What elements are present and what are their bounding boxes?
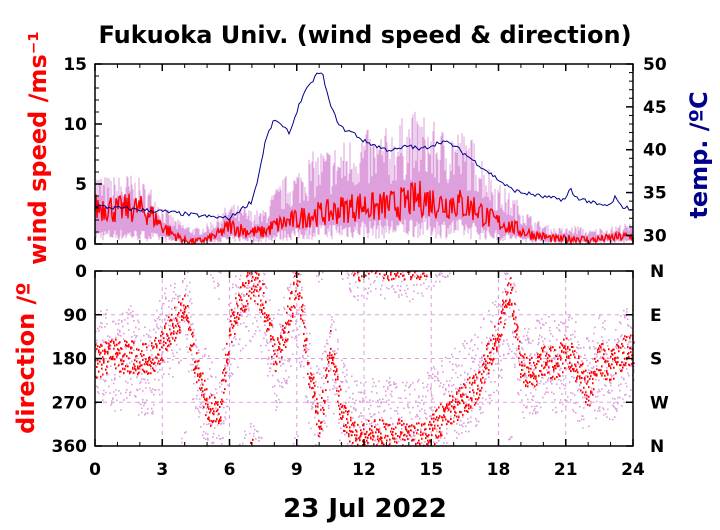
direction-mean-series — [95, 270, 635, 447]
chart-title: Fukuoka Univ. (wind speed & direction) — [98, 21, 631, 49]
compass-tick-label: E — [650, 306, 662, 326]
wind-speed-mean-series — [94, 180, 634, 246]
x-tick-label: 12 — [352, 460, 376, 480]
x-tick-label: 18 — [487, 460, 511, 480]
temp-tick-label: 35 — [643, 184, 667, 204]
direction-tick-label: 270 — [52, 393, 88, 413]
wind-speed-plot: 0 5 10 15 30 35 40 45 50 — [63, 55, 667, 255]
direction-tick-label: 90 — [63, 306, 87, 326]
direction-instant-series — [95, 270, 635, 447]
speed-tick-label: 15 — [63, 55, 87, 75]
temperature-series — [94, 72, 634, 221]
temp-tick-label: 45 — [643, 98, 667, 118]
wind-direction-plot: 0 90 180 270 360 N E S W N 0 3 6 9 12 15 18 21 24 — [52, 262, 670, 480]
temp-tick-label: 40 — [643, 141, 667, 161]
compass-tick-label: N — [650, 437, 664, 457]
x-tick-label: 24 — [621, 460, 645, 480]
temp-tick-label: 30 — [643, 226, 667, 246]
temperature-axis-label: temp. /ºC — [685, 91, 713, 218]
compass-tick-label: W — [650, 393, 669, 413]
speed-tick-label: 0 — [75, 235, 87, 255]
speed-tick-label: 5 — [75, 175, 87, 195]
direction-tick-label: 0 — [75, 262, 87, 282]
temp-tick-label: 50 — [643, 55, 667, 75]
x-tick-label: 6 — [224, 460, 236, 480]
speed-tick-label: 10 — [63, 115, 87, 135]
compass-tick-label: S — [650, 350, 662, 370]
x-axis-label: 23 Jul 2022 — [283, 494, 447, 524]
compass-tick-label: N — [650, 262, 664, 282]
x-tick-label: 0 — [89, 460, 101, 480]
x-tick-label: 3 — [156, 460, 168, 480]
x-tick-label: 15 — [419, 460, 443, 480]
x-tick-label: 21 — [554, 460, 578, 480]
direction-tick-label: 360 — [52, 437, 88, 457]
direction-axis-label: direction /º — [12, 282, 40, 434]
wind-speed-axis-label: wind speed /ms⁻¹ — [24, 31, 52, 265]
x-tick-label: 9 — [291, 460, 303, 480]
direction-tick-label: 180 — [52, 350, 88, 370]
wind-gust-series — [94, 111, 634, 244]
